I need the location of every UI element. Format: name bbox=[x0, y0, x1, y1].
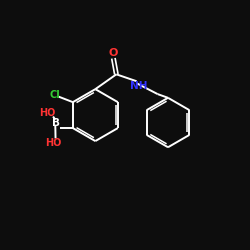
Text: HO: HO bbox=[45, 138, 61, 148]
Text: Cl: Cl bbox=[50, 90, 60, 100]
Text: O: O bbox=[109, 48, 118, 58]
Text: B: B bbox=[52, 118, 60, 128]
Text: HO: HO bbox=[39, 108, 55, 118]
Text: NH: NH bbox=[130, 81, 147, 91]
